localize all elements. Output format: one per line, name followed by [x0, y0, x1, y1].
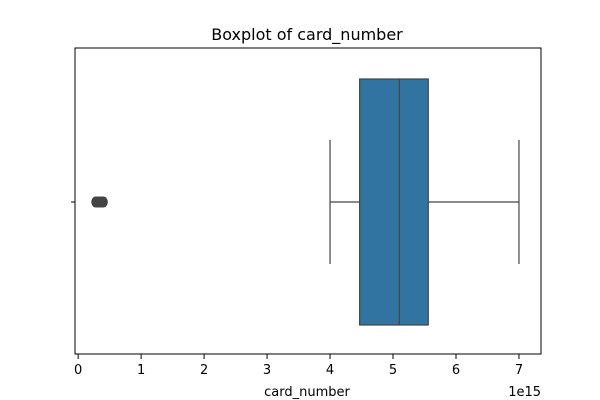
x-tick-label: 2	[200, 363, 208, 378]
x-tick-label: 4	[326, 363, 334, 378]
x-axis: 0 1 2 3 4 5 6 7	[74, 354, 523, 378]
x-tick-label: 6	[452, 363, 460, 378]
x-tick-label: 1	[137, 363, 145, 378]
x-tick-label: 7	[515, 363, 523, 378]
outlier-point	[98, 196, 108, 208]
x-scale-label: 1e15	[508, 385, 541, 400]
x-tick-label: 3	[263, 363, 271, 378]
x-tick-label: 5	[389, 363, 397, 378]
plot-area	[74, 47, 542, 355]
x-axis-label: card_number	[264, 385, 350, 400]
iqr-box	[359, 78, 429, 326]
x-tick-label: 0	[74, 363, 82, 378]
outlier-points	[91, 196, 108, 208]
chart-title: Boxplot of card_number	[211, 25, 403, 45]
box-series	[91, 78, 520, 326]
